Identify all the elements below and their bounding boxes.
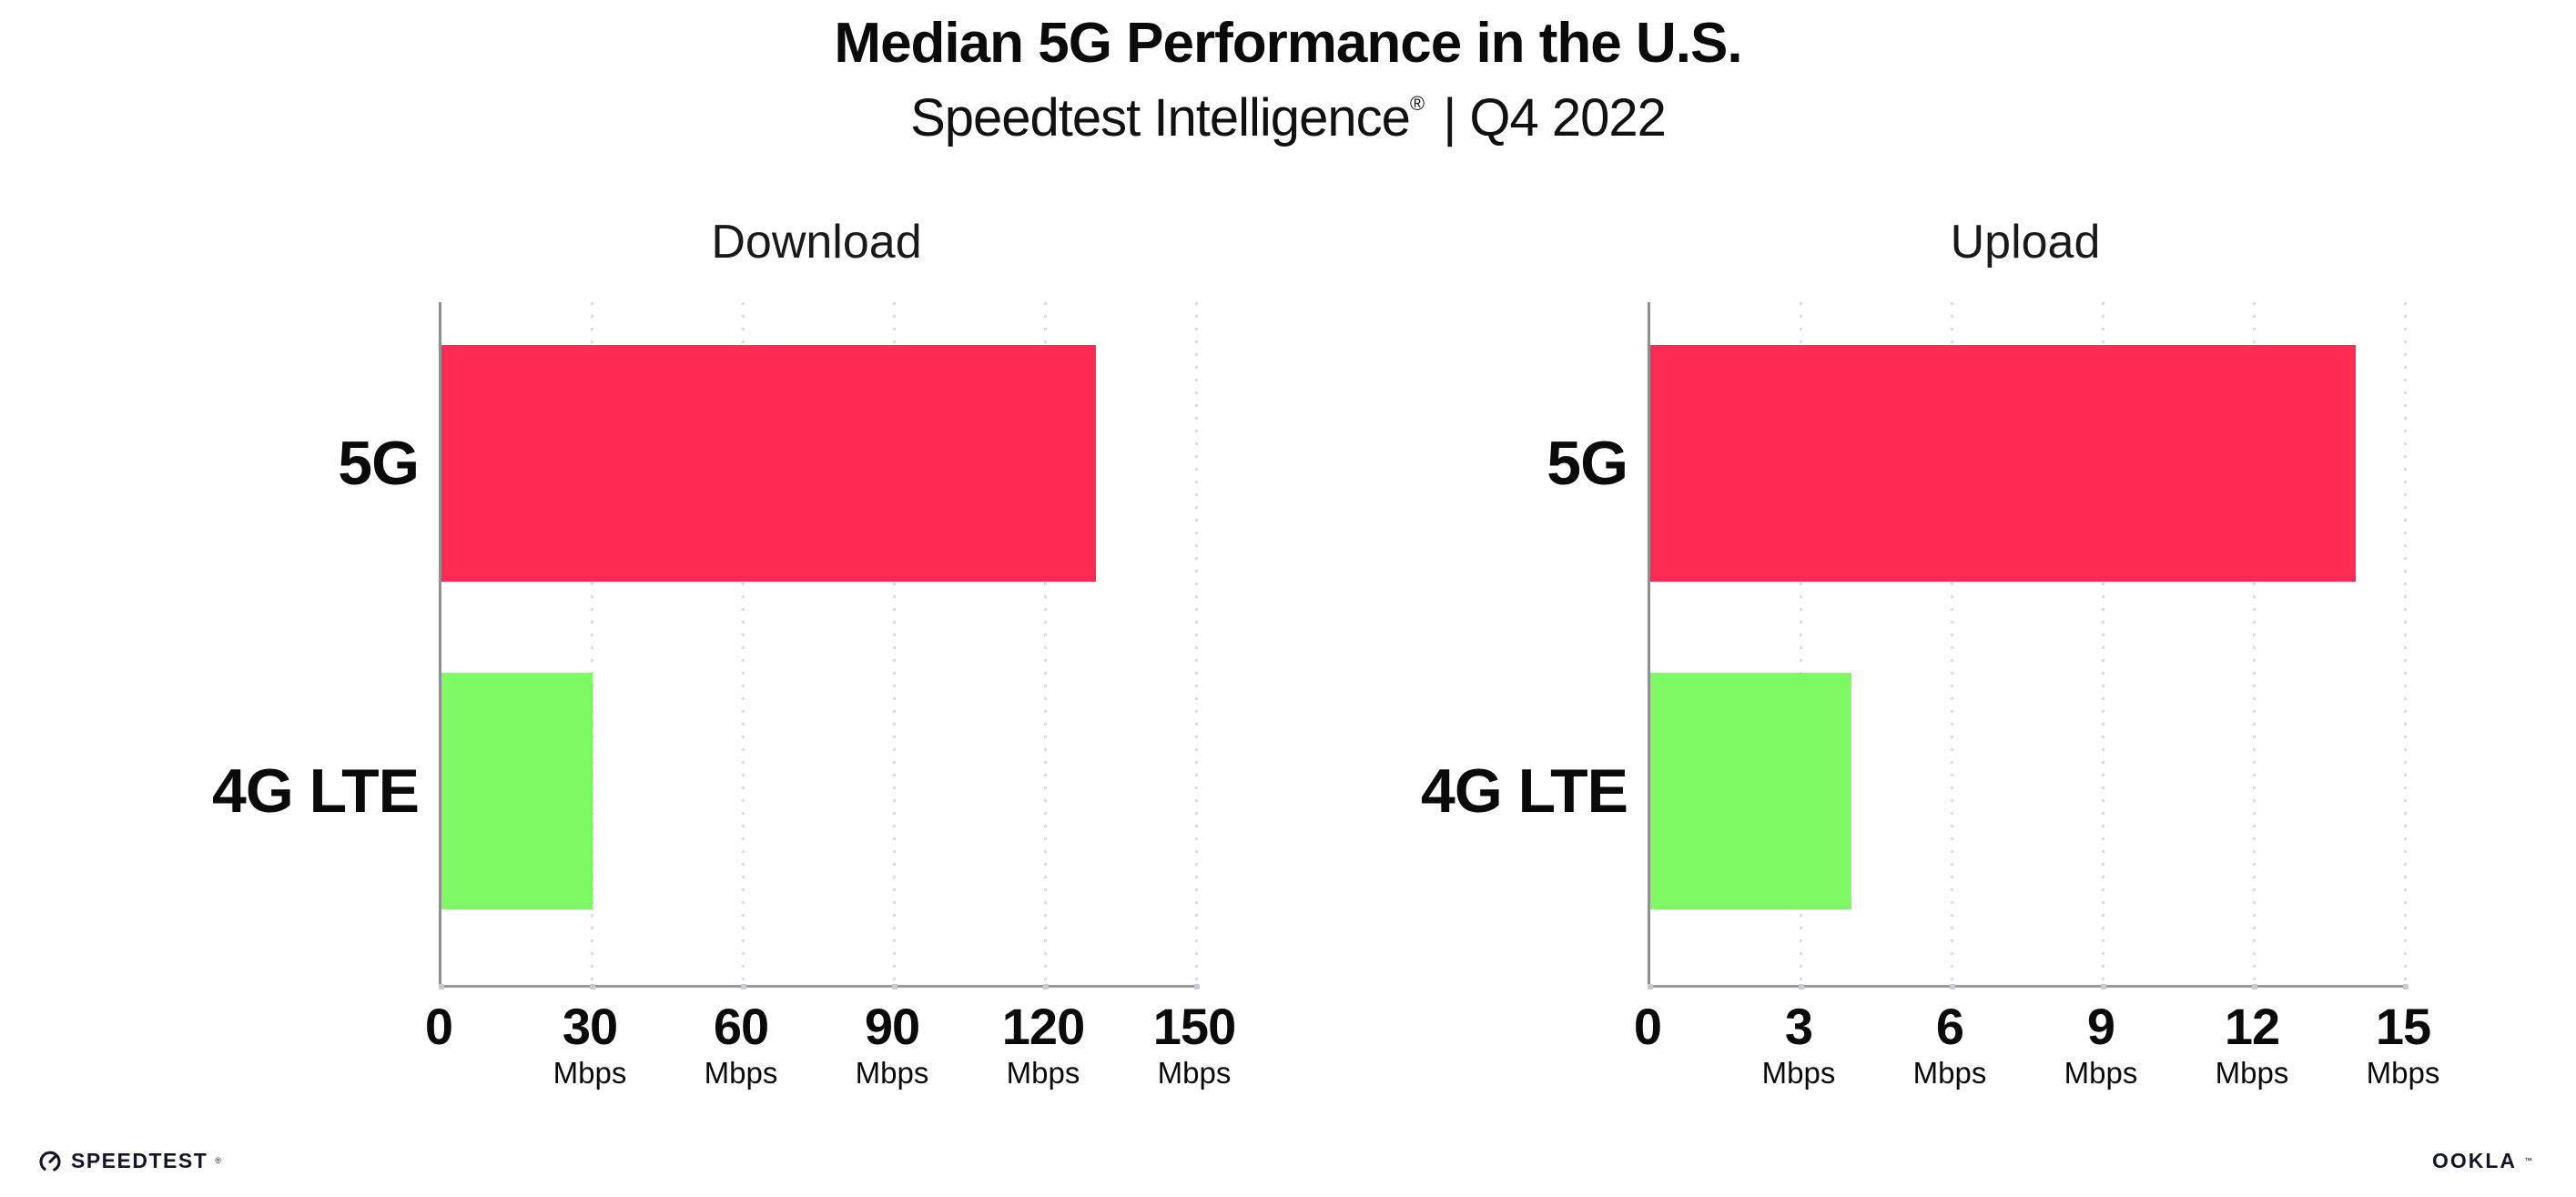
x-axis: 0 3 Mbps 6 Mbps 9 Mbps 12 Mbps 15 Mbps: [1634, 998, 2439, 1128]
x-tick-label-9: 9 Mbps: [2064, 998, 2138, 1090]
speedtest-wordmark: SPEEDTEST: [71, 1148, 208, 1172]
tick-unit: Mbps: [1761, 1055, 1836, 1090]
tick-unit: Mbps: [2064, 1055, 2138, 1090]
ookla-logo: OOKLA ™: [2432, 1149, 2532, 1173]
tick-number: 3: [1784, 998, 1813, 1055]
speedtest-trademark: ®: [215, 1156, 221, 1165]
tick-unit: Mbps: [1157, 1055, 1232, 1090]
tick-unit: Mbps: [704, 1055, 778, 1090]
subtitle-quarter: | Q4 2022: [1443, 88, 1667, 148]
tick-unit: Mbps: [553, 1055, 627, 1090]
tick-number: 12: [2224, 998, 2280, 1055]
category-labels: 5G 4G LTE: [173, 302, 439, 988]
axis-tick-dot: [1648, 984, 1653, 989]
tick-number: 9: [2086, 998, 2115, 1055]
gridline-30: [591, 302, 593, 985]
footer: SPEEDTEST ® OOKLA ™: [36, 1141, 2532, 1181]
speedtest-gauge-icon: [39, 1151, 61, 1172]
tick-number: 30: [562, 998, 618, 1055]
x-tick-label-3: 3 Mbps: [1761, 998, 1836, 1090]
ookla-wordmark: OOKLA: [2431, 1148, 2517, 1172]
gridline-120: [1044, 302, 1047, 985]
axis-tick-dot: [439, 984, 444, 989]
upload-chart-title: Upload: [1950, 216, 2101, 269]
x-tick-label-15: 15 Mbps: [2366, 998, 2440, 1090]
x-tick-label-90: 90 Mbps: [855, 998, 929, 1090]
bar-4g-lte: [441, 673, 593, 909]
tick-number: 0: [1633, 998, 1662, 1055]
x-axis: 0 30 Mbps 60 Mbps 90 Mbps 120 Mbps 150 Mbps: [425, 998, 1236, 1128]
page-title: Median 5G Performance in the U.S.: [834, 12, 1742, 75]
gridline-60: [742, 302, 745, 985]
tick-number: 150: [1152, 998, 1236, 1055]
axis-tick-dot: [892, 984, 898, 989]
x-tick-label-150: 150 Mbps: [1152, 998, 1236, 1090]
x-tick-label-120: 120 Mbps: [1001, 998, 1085, 1090]
axis-tick-dot: [590, 984, 595, 989]
gridline-6: [1951, 302, 1953, 985]
download-plot-row: 5G 4G LTE: [173, 302, 1200, 989]
plot-area: [1648, 302, 2409, 989]
registered-mark: ®: [1409, 92, 1425, 116]
upload-chart: Upload 5G 4G LTE 0 3 Mbps 6 Mbps 9 Mbps 12 Mbps 15…: [1382, 216, 2439, 1128]
header: Median 5G Performance in the U.S. Speedt…: [0, 0, 2576, 147]
category-label-4g-lte: 4G LTE: [1421, 756, 1628, 826]
category-label-5g: 5G: [1547, 429, 1628, 498]
upload-plot-row: 5G 4G LTE: [1382, 302, 2409, 989]
tick-unit: Mbps: [2215, 1055, 2289, 1090]
axis-tick-dot: [2101, 984, 2106, 989]
tick-number: 90: [864, 998, 920, 1055]
gridline-90: [893, 302, 896, 985]
bar-4g-lte: [1650, 673, 1852, 909]
bar-5g: [441, 345, 1097, 582]
x-tick-label-0: 0: [1633, 998, 1662, 1055]
tick-number: 120: [1001, 998, 1085, 1055]
bar-5g: [1650, 345, 2356, 582]
axis-tick-dot: [2403, 984, 2409, 989]
subtitle-brand: Speedtest Intelligence: [910, 88, 1411, 148]
gridline-12: [2253, 302, 2256, 985]
tick-number: 15: [2375, 998, 2431, 1055]
gridline-3: [1800, 302, 1802, 985]
gridline-9: [2102, 302, 2104, 985]
tick-number: 60: [713, 998, 769, 1055]
x-tick-label-0: 0: [424, 998, 453, 1055]
axis-tick-dot: [741, 984, 746, 989]
x-tick-label-60: 60 Mbps: [704, 998, 778, 1090]
tick-unit: Mbps: [1006, 1055, 1080, 1090]
x-tick-label-30: 30 Mbps: [553, 998, 627, 1090]
axis-tick-dot: [2252, 984, 2257, 989]
download-chart: Download 5G 4G LTE 0 30 Mbps 60 Mbps 90 Mbps 120…: [173, 216, 1236, 1128]
category-labels: 5G 4G LTE: [1382, 302, 1648, 988]
category-label-5g: 5G: [338, 429, 420, 498]
plot-area: [439, 302, 1200, 989]
page-subtitle: Speedtest Intelligence® | Q4 2022: [0, 89, 2576, 147]
axis-tick-dot: [1799, 984, 1804, 989]
ookla-trademark: ™: [2524, 1156, 2532, 1165]
tick-unit: Mbps: [855, 1055, 929, 1090]
axis-tick-dot: [1194, 984, 1200, 989]
axis-tick-dot: [1043, 984, 1049, 989]
tick-number: 0: [424, 998, 453, 1055]
x-tick-label-6: 6 Mbps: [1912, 998, 1987, 1090]
charts-row: Download 5G 4G LTE 0 30 Mbps 60 Mbps 90 Mbps 120…: [0, 218, 2576, 1128]
gridline-15: [2404, 302, 2407, 985]
tick-unit: Mbps: [2366, 1055, 2440, 1090]
tick-unit: Mbps: [1912, 1055, 1987, 1090]
axis-tick-dot: [1950, 984, 1955, 989]
category-label-4g-lte: 4G LTE: [212, 756, 420, 826]
gridline-150: [1195, 302, 1198, 985]
download-chart-title: Download: [711, 216, 922, 269]
x-tick-label-12: 12 Mbps: [2215, 998, 2289, 1090]
tick-number: 6: [1935, 998, 1964, 1055]
speedtest-logo: SPEEDTEST ®: [36, 1147, 221, 1174]
